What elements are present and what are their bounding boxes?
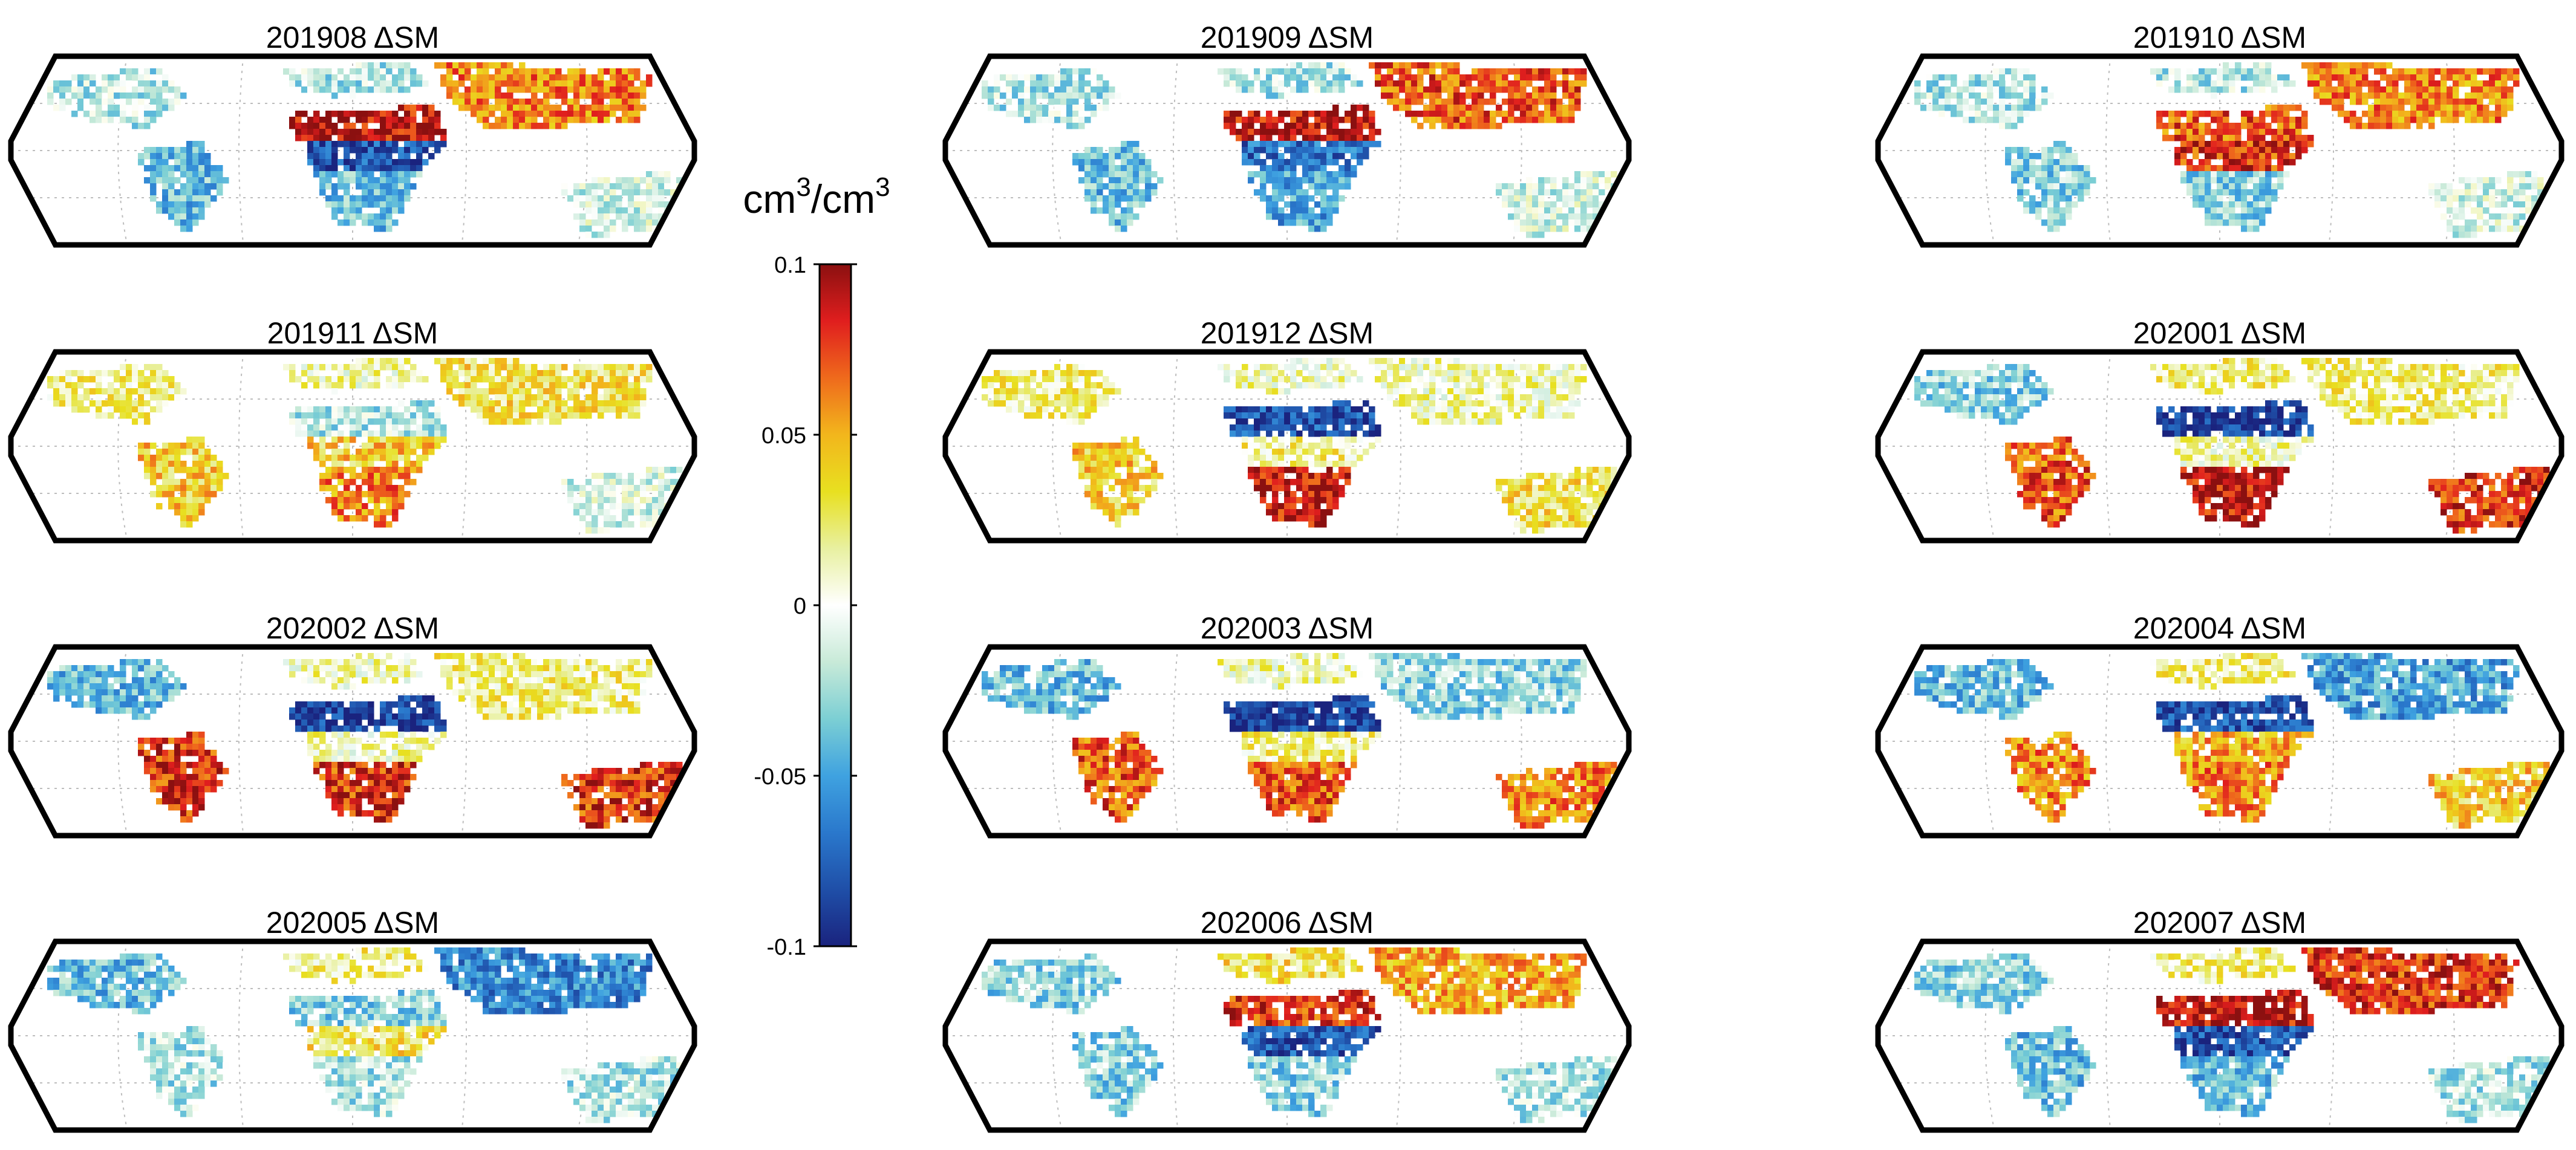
map-panel-title: 202002 ΔSM (266, 611, 439, 645)
map-panel-201909: 201909 ΔSM (942, 21, 1632, 248)
map-panel-title: 202004 ΔSM (2133, 611, 2306, 645)
map-panel-201908: 201908 ΔSM (8, 21, 697, 248)
map-land-cells (1914, 947, 2556, 1123)
map-panel-202003: 202003 ΔSM (942, 611, 1632, 839)
map-panel-title: 202007 ΔSM (2133, 906, 2306, 940)
map-frame (8, 644, 697, 839)
map-land-cells (47, 62, 689, 238)
map-panel-title: 201909 ΔSM (1201, 21, 1374, 54)
map-panel-201911: 201911 ΔSM (8, 316, 697, 544)
map-panel-201910: 201910 ΔSM (1875, 21, 2565, 248)
map-frame (1875, 349, 2565, 544)
map-panel-202007: 202007 ΔSM (1875, 906, 2565, 1133)
map-panel-202006: 202006 ΔSM (942, 906, 1632, 1133)
map-panel-title: 202003 ΔSM (1201, 611, 1374, 645)
map-land-cells (47, 358, 689, 534)
map-panel-201912: 201912 ΔSM (942, 316, 1632, 544)
colorbar-unit-prefix: cm (743, 177, 796, 221)
colorbar-unit-separator: /cm (811, 177, 875, 221)
map-land-cells (982, 947, 1623, 1123)
colorbar-unit-exponent-2: 3 (875, 172, 890, 202)
colorbar-tick-label: 0.1 (774, 253, 806, 278)
map-land-cells (47, 947, 689, 1123)
colorbar-unit-label: cm3/cm3 (743, 172, 890, 221)
colorbar-unit-exponent: 3 (796, 172, 810, 202)
map-panel-202002: 202002 ΔSM (8, 611, 697, 839)
map-frame (1875, 644, 2565, 839)
colorbar-tick-label: -0.05 (754, 764, 806, 790)
map-panel-title: 201912 ΔSM (1201, 316, 1374, 350)
map-panel-title: 202001 ΔSM (2133, 316, 2306, 350)
map-land-cells (1914, 358, 2556, 534)
map-land-cells (982, 653, 1623, 829)
map-frame (8, 53, 697, 248)
map-frame (942, 644, 1632, 839)
map-land-cells (982, 358, 1623, 534)
map-land-cells (1914, 653, 2556, 829)
colorbar: cm3/cm3 0.10.050-0.05-0.1 (743, 172, 890, 960)
map-frame (1875, 938, 2565, 1133)
map-panel-title: 202006 ΔSM (1201, 906, 1374, 940)
map-frame (8, 938, 697, 1133)
colorbar-tick-label: -0.1 (767, 935, 806, 960)
colorbar-gradient (818, 263, 852, 947)
map-frame (1875, 53, 2565, 248)
map-panel-202001: 202001 ΔSM (1875, 316, 2565, 544)
map-panel-title: 202005 ΔSM (266, 906, 439, 940)
map-panel-title: 201908 ΔSM (266, 21, 439, 54)
map-panels: 201908 ΔSM 201909 ΔSM 201910 ΔSM 201911 ΔSM… (8, 21, 2565, 1133)
colorbar-ticks: 0.1 0.05 0 -0.05 -0.1 (754, 253, 857, 960)
map-frame (942, 938, 1632, 1133)
map-panel-title: 201911 ΔSM (267, 316, 439, 350)
map-panel-202004: 202004 ΔSM (1875, 611, 2565, 839)
colorbar-tick-label: 0.05 (761, 423, 806, 449)
map-frame (942, 349, 1632, 544)
map-land-cells (982, 62, 1623, 238)
map-panel-202005: 202005 ΔSM (8, 906, 697, 1133)
map-frame (8, 349, 697, 544)
map-frame (942, 53, 1632, 248)
colorbar-tick-label: 0 (794, 594, 806, 619)
map-panel-title: 201910 ΔSM (2133, 21, 2306, 54)
map-land-cells (1914, 62, 2556, 238)
